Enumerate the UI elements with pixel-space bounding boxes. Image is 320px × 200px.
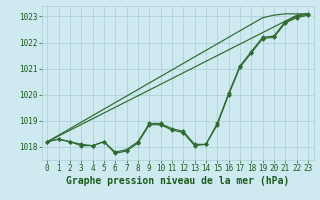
X-axis label: Graphe pression niveau de la mer (hPa): Graphe pression niveau de la mer (hPa) xyxy=(66,176,289,186)
